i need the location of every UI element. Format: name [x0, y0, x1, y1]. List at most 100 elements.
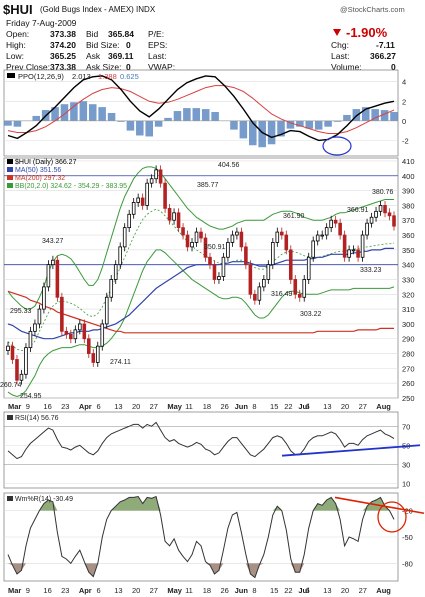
candle-down: [293, 279, 298, 295]
ppo-histogram-bar: [258, 120, 266, 148]
candle-down: [60, 296, 64, 332]
bottom-xaxis-tick-label: 20: [341, 586, 349, 595]
bottom-xaxis-tick-label: 27: [150, 586, 158, 595]
price-xaxis-tick-label: 13: [114, 402, 122, 411]
bottom-xaxis-tick-label: 27: [359, 586, 367, 595]
ppo-histogram-bar: [154, 120, 163, 127]
ppo-histogram-bar: [286, 120, 295, 129]
candle-down: [69, 333, 73, 340]
ppo-histogram-bar: [183, 108, 191, 121]
index-name: (Gold Bugs Index - AMEX) INDX: [40, 5, 156, 14]
ppo-histogram-bar: [88, 104, 97, 121]
wmr-legend: Wm%R(14) -30.49: [15, 496, 73, 503]
date-label: Friday 7-Aug-2009: [6, 18, 77, 28]
change-percent: -1.90%: [346, 25, 388, 40]
price-tick-label: 390: [402, 187, 415, 196]
ppo-histogram-bar: [70, 102, 78, 121]
ma200-line: [7, 290, 394, 334]
high-label: High:: [6, 40, 26, 50]
price-tick-label: 310: [402, 305, 415, 314]
candle-up: [194, 231, 199, 243]
bottom-xaxis-tick-label: 6: [97, 586, 101, 595]
ppo-histogram-bar: [107, 113, 116, 121]
candle-up: [329, 219, 333, 229]
candle-up: [374, 210, 378, 218]
wmr-trendline: [334, 496, 425, 515]
price-tick-label: 250: [402, 394, 415, 403]
volume-value: 0: [391, 62, 396, 72]
candle-up: [226, 242, 230, 258]
bottom-xaxis-tick-label: Jun: [235, 586, 249, 595]
price-legend-ma200: MA(200) 297.32: [15, 175, 65, 182]
candle-up: [230, 234, 235, 243]
price-xaxis-tick-label: 18: [203, 402, 211, 411]
price-xaxis-tick-label: Apr: [79, 402, 92, 411]
candle-down: [342, 234, 347, 258]
ppo-histogram-bar: [314, 120, 323, 130]
candle-up: [302, 279, 307, 298]
ppo-histogram-bar: [361, 107, 370, 121]
vwap-label: VWAP:: [148, 62, 176, 72]
price-xaxis-tick-label: Mar: [8, 402, 21, 411]
candle-down: [387, 212, 392, 217]
candle-up: [136, 197, 140, 203]
candle-up: [51, 259, 55, 266]
price-xaxis-tick-label: 22: [284, 402, 292, 411]
price-annotation: 303.22: [300, 311, 322, 318]
wmr-oversold-fill: [8, 563, 394, 578]
candle-down: [383, 205, 387, 214]
candle-up: [78, 323, 82, 331]
ppo-histogram-bar: [60, 104, 69, 121]
rsi-panel-frame: [3, 411, 399, 489]
candle-up: [315, 234, 320, 242]
ppo-tick-label: 0: [402, 117, 406, 126]
price-annotation: 260.74: [0, 382, 22, 389]
price-annotation: 361.90: [283, 213, 305, 220]
ppo-tick-label: 4: [402, 78, 406, 87]
ppo-histogram-bar: [296, 120, 304, 127]
ppo-legend-swatch: [7, 73, 15, 78]
low-value: 365.25: [50, 51, 76, 61]
candle-down: [181, 227, 185, 236]
candle-up: [172, 212, 176, 221]
ppo-histogram-bar: [343, 114, 351, 121]
bottom-xaxis-tick-label: 22: [284, 586, 292, 595]
wmr-line: [7, 495, 395, 579]
pe-label: P/E:: [148, 29, 165, 39]
price-tick-label: 340: [402, 261, 415, 270]
down-arrow-icon: [332, 27, 342, 39]
ppo-panel-frame: [3, 69, 399, 157]
candle-down: [333, 219, 338, 224]
ppo-histogram-bar: [230, 120, 238, 130]
price-legend-ma50-swatch: [7, 167, 13, 172]
candle-down: [244, 246, 248, 266]
bottom-xaxis-tick-label: Apr: [79, 586, 92, 595]
low-label: Low:: [6, 51, 24, 61]
price-tick-label: 370: [402, 216, 415, 225]
price-tick-label: 350: [402, 246, 415, 255]
ppo-histogram-bar: [267, 120, 276, 145]
candle-down: [64, 330, 69, 335]
high-value: 374.20: [50, 40, 76, 50]
bottom-xaxis-tick-label: 18: [203, 586, 211, 595]
bottom-xaxis-tick-label: 8: [252, 586, 256, 595]
candle-up: [46, 264, 51, 288]
ask-size-value: 0: [126, 62, 131, 72]
rsi-line: [7, 421, 395, 460]
bottom-xaxis-tick-label: 26: [220, 586, 228, 595]
price-xaxis-tick-label: 15: [270, 402, 278, 411]
ppo-histogram-bar: [192, 108, 201, 121]
price-tick-label: 400: [402, 172, 415, 181]
prev-close-value: 373.38: [50, 62, 76, 72]
price-xaxis-tick-label: 27: [359, 402, 367, 411]
candle-down: [253, 293, 257, 301]
candle-up: [95, 345, 100, 363]
candle-up: [378, 205, 383, 212]
bottom-xaxis-tick-label: 11: [185, 586, 193, 595]
price-xaxis-tick-label: 6: [305, 402, 309, 411]
candle-up: [266, 264, 271, 280]
ppo-legend-value: 2.013: [72, 72, 91, 81]
wmr-legend-swatch: [7, 496, 13, 501]
candle-up: [37, 308, 42, 325]
price-annotation: 350.91: [204, 244, 226, 251]
